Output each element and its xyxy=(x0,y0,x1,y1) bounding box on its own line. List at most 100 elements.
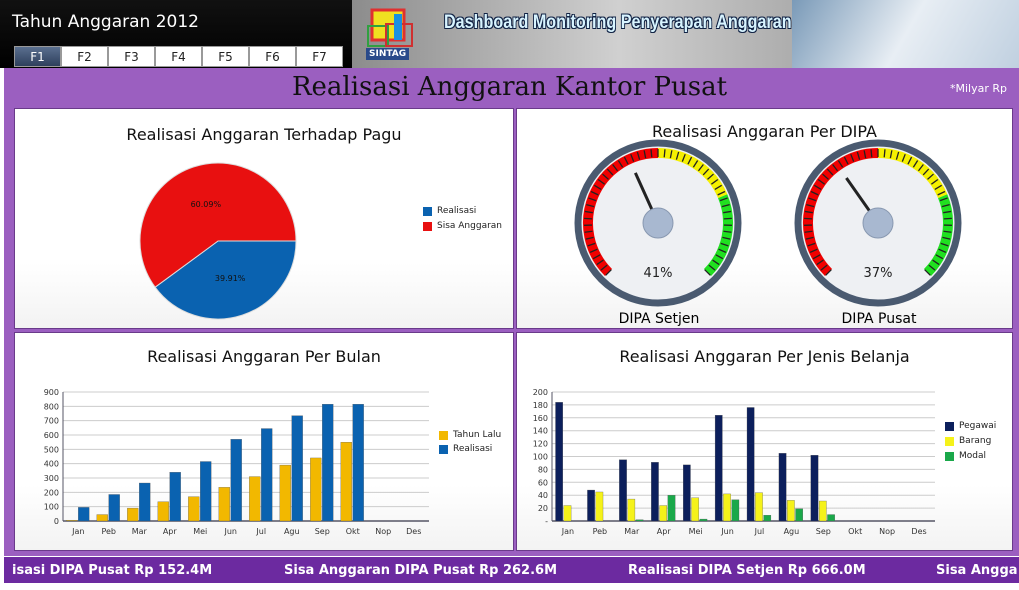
x-tick-label: Okt xyxy=(848,527,862,536)
gauge-tick xyxy=(922,168,930,176)
x-tick-label: Jun xyxy=(720,527,734,536)
x-tick-label: Jul xyxy=(754,527,765,536)
gauge-band xyxy=(583,148,659,277)
tab-f2[interactable]: F2 xyxy=(61,46,108,67)
x-tick-label: Apr xyxy=(163,527,178,536)
gauge-tick xyxy=(810,190,819,196)
bar xyxy=(218,487,230,522)
bar xyxy=(96,514,108,522)
y-tick-label: 800 xyxy=(44,402,59,411)
gauges: 41% 37% xyxy=(574,139,962,307)
gauge-tick xyxy=(584,230,593,233)
bar xyxy=(127,507,139,522)
tab-f3[interactable]: F3 xyxy=(108,46,155,67)
gauge-tick xyxy=(719,197,728,202)
tab-f7[interactable]: F7 xyxy=(296,46,343,67)
gauge-tick xyxy=(813,184,822,190)
bar xyxy=(723,493,731,522)
page-title: Realisasi Anggaran Kantor Pusat xyxy=(291,72,728,102)
bar xyxy=(651,462,659,522)
y-tick-label: 120 xyxy=(533,440,548,449)
gauge-tick xyxy=(807,242,816,247)
pie-panel: Realisasi Anggaran Terhadap Pagu 39.91% 6… xyxy=(14,108,514,329)
tab-f4[interactable]: F4 xyxy=(155,46,202,67)
monthly-panel: Realisasi Anggaran Per Bulan 0 100 200 300 4… xyxy=(14,332,514,551)
legend-realisasi: Realisasi xyxy=(423,206,476,216)
bar xyxy=(619,459,627,522)
bar xyxy=(818,500,827,522)
legend-tahun-lalu: Tahun Lalu xyxy=(439,430,501,440)
banner: SINTAG Dashboard Monitoring Penyerapan A… xyxy=(352,0,1019,68)
gauge-tick xyxy=(586,203,595,208)
gauge-tick xyxy=(708,264,716,271)
gauge-tick xyxy=(806,203,815,208)
x-tick-label: Nop xyxy=(879,527,895,536)
gauge-tick xyxy=(623,156,629,165)
y-tick-label: 0 xyxy=(54,517,59,526)
gauge-tick xyxy=(863,150,867,159)
gauge-band xyxy=(657,148,728,199)
bar xyxy=(322,404,334,522)
y-tick-label: 20 xyxy=(538,504,548,513)
gauge-tick xyxy=(584,210,593,214)
legend-swatch xyxy=(439,430,448,440)
gauge-tick xyxy=(681,153,686,162)
gauge-tick xyxy=(817,178,825,185)
header-left: Tahun Anggaran 2012 F1 F2 F3 F4 F5 F6 F7 xyxy=(0,0,352,68)
gauge-tick xyxy=(883,149,886,158)
gauge-tick xyxy=(816,259,824,266)
banner-image xyxy=(792,0,1019,68)
gauge-tick xyxy=(825,269,832,276)
gauge-tick xyxy=(932,259,940,266)
gauge-tick xyxy=(669,150,673,159)
gauge-value: 37% xyxy=(864,266,893,281)
tab-f6[interactable]: F6 xyxy=(249,46,296,67)
tab-f5[interactable]: F5 xyxy=(202,46,249,67)
x-tick-label: Des xyxy=(911,527,926,536)
legend-label: Sisa Anggaran xyxy=(437,221,502,231)
legend-sisa: Sisa Anggaran xyxy=(423,221,502,231)
bar xyxy=(108,494,120,522)
bar xyxy=(230,439,242,522)
bar xyxy=(778,453,787,522)
gauge-label-setjen: DIPA Setjen xyxy=(618,311,700,327)
gauge-tick xyxy=(596,259,604,266)
gauge-tick xyxy=(812,254,821,260)
gauge-tick xyxy=(943,217,952,220)
gauge-tick xyxy=(589,248,598,253)
gauge-tick xyxy=(714,184,723,190)
bar xyxy=(249,476,261,522)
jenis-chart: - 20 40 60 80 100 120 140 160 180 200 Jan Peb Mar Apr M… xyxy=(533,388,935,536)
sintag-logo xyxy=(367,8,413,47)
gauge-hub xyxy=(862,207,894,239)
bar xyxy=(763,515,772,522)
gauge-tick xyxy=(808,197,817,202)
ticker-item: isasi DIPA Pusat Rp 152.4M xyxy=(12,563,213,578)
gauge-tick xyxy=(712,259,720,266)
gauge-tick xyxy=(704,269,711,276)
gauge-value: 41% xyxy=(644,266,673,281)
bar xyxy=(787,500,795,522)
gauge-tick xyxy=(692,160,699,168)
gauge-tick xyxy=(697,164,704,172)
gauge-tick xyxy=(938,248,947,253)
gauge-tick xyxy=(870,149,873,158)
gauge-tick xyxy=(856,151,861,160)
bar xyxy=(200,461,212,522)
gauge-tick xyxy=(643,150,647,159)
tab-f1[interactable]: F1 xyxy=(14,46,61,67)
bar xyxy=(340,442,352,522)
bar xyxy=(795,508,803,522)
gauge-tick xyxy=(895,151,900,160)
gauge-tick xyxy=(588,197,597,202)
y-tick-label: 100 xyxy=(44,503,59,512)
gauge-tick xyxy=(937,190,946,196)
gauge-tick xyxy=(592,254,601,260)
x-tick-label: Sep xyxy=(816,527,831,536)
gauge-tick xyxy=(584,217,593,220)
legend-swatch xyxy=(945,421,954,431)
gauge-tick xyxy=(804,210,813,214)
gauge-tick xyxy=(711,178,719,185)
gauge-tick xyxy=(832,164,839,172)
gauge-band xyxy=(877,148,948,199)
